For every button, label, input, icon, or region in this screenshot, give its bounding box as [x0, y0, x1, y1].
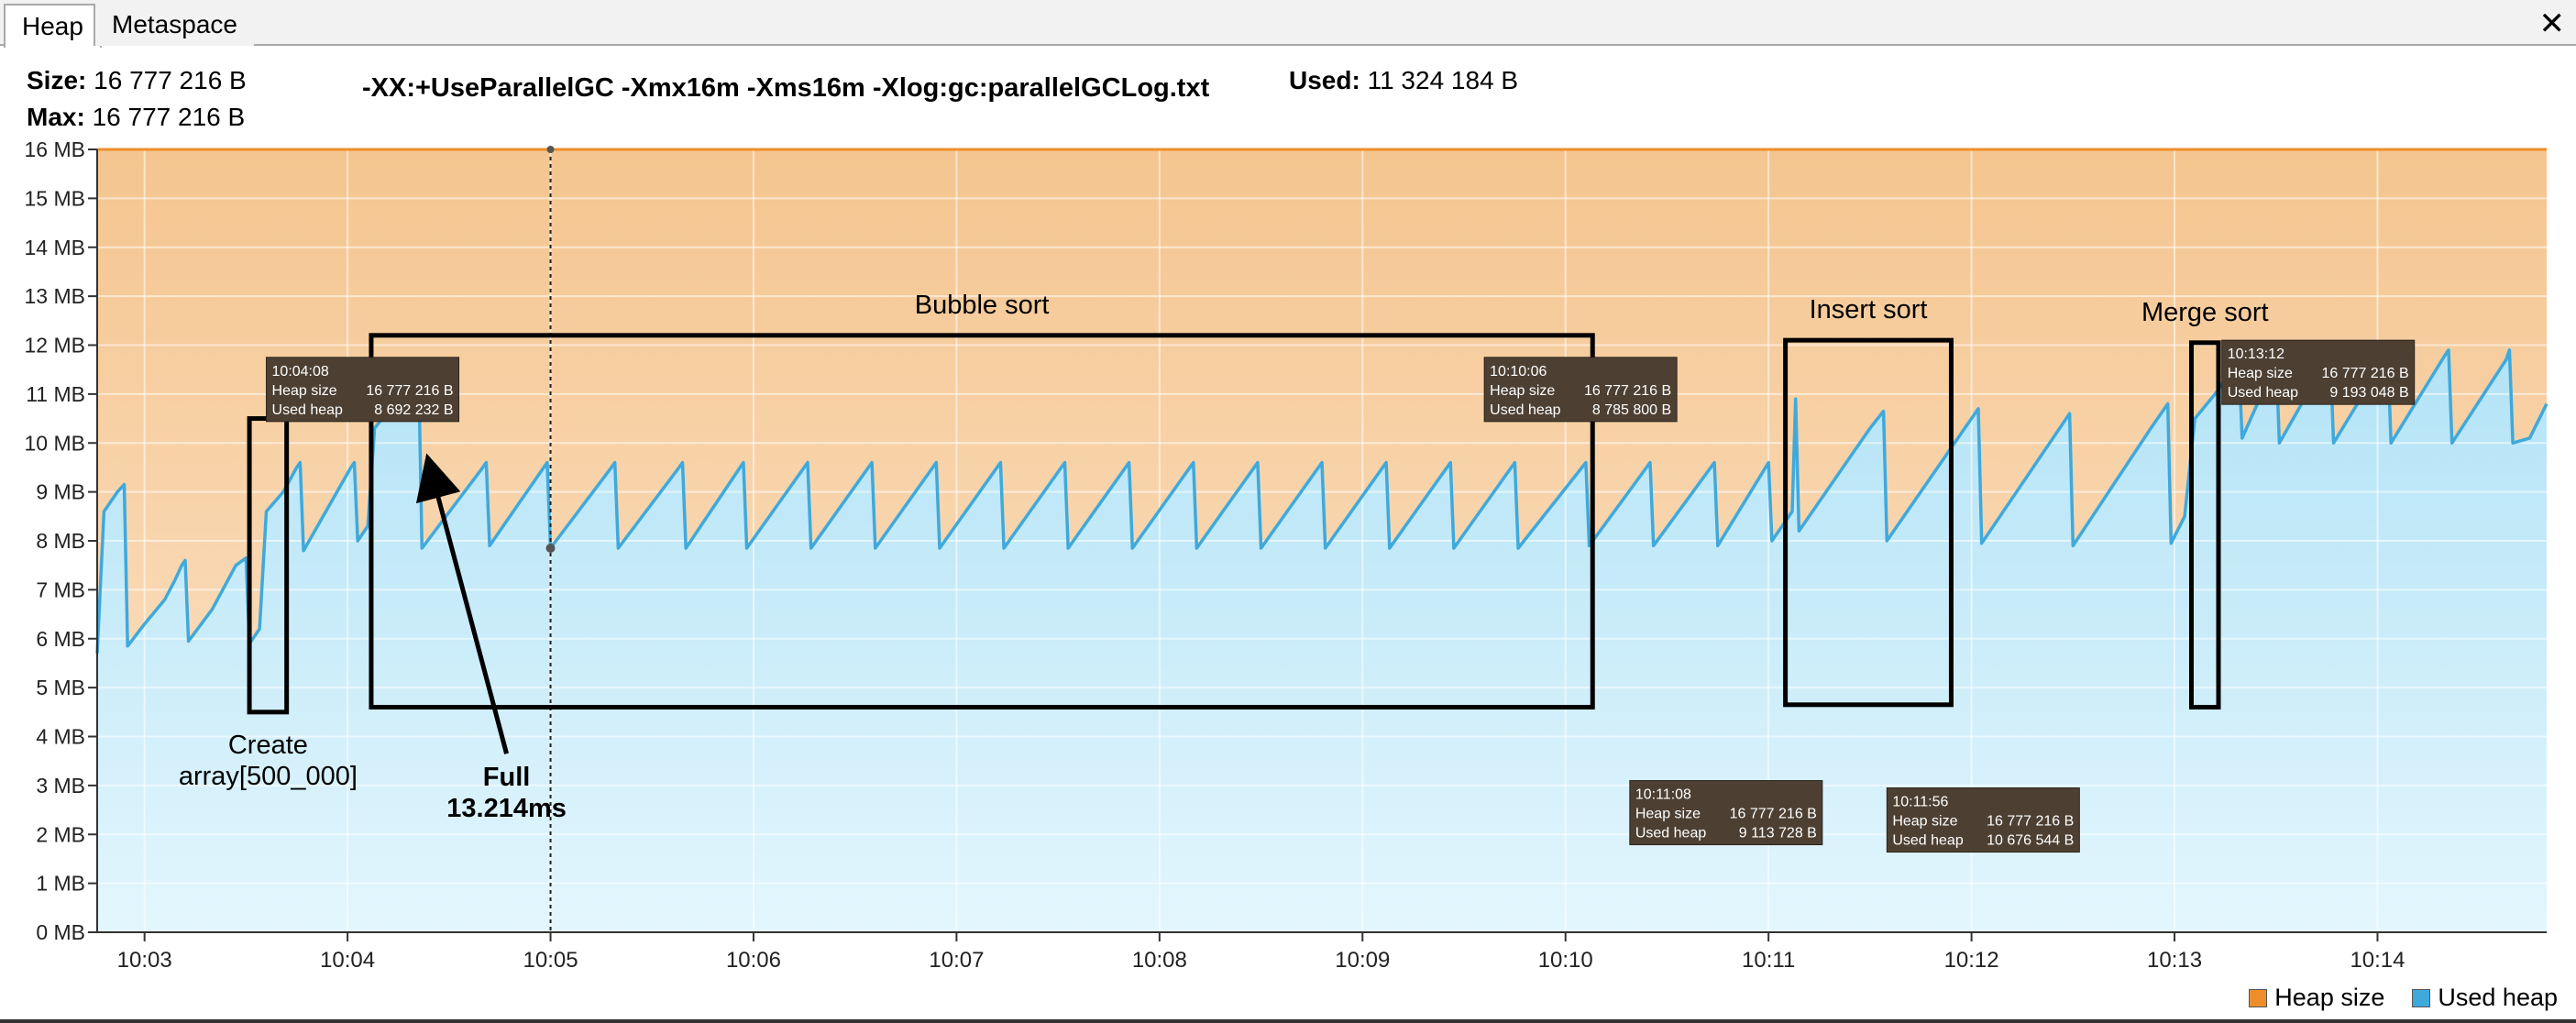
x-tick-label: 10:12	[1944, 948, 1999, 972]
x-tick-label: 10:10	[1538, 948, 1593, 972]
legend-used-heap: Used heap	[2438, 984, 2558, 1011]
y-tick-label: 3 MB	[36, 774, 85, 798]
annotation-label: Merge sort	[2141, 298, 2269, 327]
tooltip-used-value: 8 692 232 B	[374, 402, 453, 418]
used-heap-swatch	[2412, 989, 2431, 1007]
tooltip-box	[266, 357, 460, 423]
tooltip: 10:11:56 Heap size 16 777 216 B Used heap 10…	[1886, 787, 2080, 853]
tooltip-used-value: 8 785 800 B	[1592, 402, 1671, 418]
tab-heap[interactable]: Heap	[4, 4, 102, 48]
x-tick-label: 10:05	[523, 948, 578, 972]
window-bottom-border	[0, 1019, 2576, 1023]
tooltip-box	[1886, 787, 2080, 853]
tooltip-box	[2221, 339, 2416, 405]
tooltip-box	[1629, 780, 1823, 846]
x-tick-label: 10:14	[2350, 948, 2405, 972]
size-label: Size:	[27, 66, 87, 94]
chart-legend: Heap size Used heap	[2249, 984, 2558, 1012]
tooltip-heap-label: Heap size	[272, 383, 337, 399]
annotation-arrow	[415, 453, 509, 754]
y-tick-label: 0 MB	[36, 920, 85, 944]
tooltip-used-label: Used heap	[272, 402, 343, 418]
annotation-label: array[500_000]	[179, 762, 358, 791]
tooltip-heap-value: 16 777 216 B	[366, 383, 453, 399]
heap-chart[interactable]: 0 MB 1 MB 2 MB 3 MB 4 MB 5 MB 6 MB 7 MB 8 MB 9 MB…	[0, 0, 2576, 972]
tooltip-time: 10:13:12	[2228, 346, 2284, 362]
close-icon[interactable]: ✕	[2538, 6, 2566, 41]
max-label: Max:	[27, 103, 85, 131]
used-label: Used:	[1289, 66, 1360, 94]
jvm-args: -XX:+UseParallelGC -Xmx16m -Xms16m -Xlog…	[362, 73, 1210, 103]
tooltip-time: 10:11:56	[1892, 795, 1948, 810]
x-tick-label: 10:09	[1335, 948, 1390, 972]
used-value: 11 324 184 B	[1367, 66, 1519, 94]
tooltip-used-label: Used heap	[1635, 826, 1706, 842]
annotation-label: 13.214ms	[446, 794, 567, 823]
tooltip: 10:13:12 Heap size 16 777 216 B Used heap 9 …	[2221, 339, 2416, 405]
max-info: Max: 16 777 216 B	[27, 103, 245, 132]
x-tick-label: 10:11	[1742, 948, 1795, 972]
size-info: Size: 16 777 216 B	[27, 66, 247, 95]
x-tick-label: 10:06	[726, 948, 781, 972]
y-tick-label: 1 MB	[36, 872, 85, 896]
x-tick-label: 10:04	[320, 948, 375, 972]
y-tick-label: 16 MB	[25, 138, 85, 161]
x-tick-label: 10:13	[2147, 948, 2202, 972]
legend-heap-size: Heap size	[2274, 984, 2385, 1011]
y-tick-label: 13 MB	[25, 284, 85, 308]
tooltip-box	[1483, 357, 1678, 423]
tooltip-time: 10:04:08	[272, 364, 329, 380]
tooltip-heap-value: 16 777 216 B	[2321, 366, 2408, 381]
y-tick-label: 8 MB	[36, 529, 85, 553]
tooltip-heap-value: 16 777 216 B	[1730, 807, 1817, 822]
tooltip-heap-label: Heap size	[1892, 814, 1957, 830]
tooltip-time: 10:10:06	[1490, 364, 1547, 380]
y-tick-label: 9 MB	[36, 480, 85, 504]
tab-bar: Heap Metaspace ✕	[0, 0, 2576, 48]
tooltip-heap-label: Heap size	[1490, 383, 1555, 399]
annotation-label: Bubble sort	[915, 291, 1050, 320]
tab-metaspace[interactable]: Metaspace	[94, 4, 254, 46]
y-tick-label: 2 MB	[36, 822, 85, 846]
annotation-label: Create	[228, 731, 308, 760]
tooltip-time: 10:11:08	[1635, 787, 1691, 803]
tooltip-heap-value: 16 777 216 B	[1987, 814, 2074, 830]
tooltip-heap-value: 16 777 216 B	[1584, 383, 1671, 399]
y-tick-label: 5 MB	[36, 676, 85, 699]
x-tick-label: 10:03	[117, 948, 172, 972]
x-tick-label: 10:07	[929, 948, 984, 972]
annotation-box	[1783, 337, 1954, 708]
cursor-used-point	[545, 544, 556, 554]
tooltip: 10:04:08 Heap size 16 777 216 B Used heap 8 …	[266, 357, 460, 423]
tooltip-used-label: Used heap	[2228, 385, 2298, 401]
max-value: 16 777 216 B	[92, 103, 246, 131]
y-tick-label: 12 MB	[25, 334, 85, 358]
annotation-box	[369, 333, 1595, 710]
y-tick-label: 14 MB	[25, 236, 85, 259]
annotation-box	[2188, 340, 2221, 710]
y-tick-label: 7 MB	[36, 578, 85, 601]
y-tick-label: 6 MB	[36, 627, 85, 651]
used-heap-area	[97, 349, 2547, 932]
size-value: 16 777 216 B	[94, 66, 247, 94]
tooltip-heap-label: Heap size	[1635, 807, 1701, 822]
tooltip-heap-label: Heap size	[2228, 366, 2293, 381]
y-tick-label: 10 MB	[25, 431, 85, 455]
used-info: Used: 11 324 184 B	[1289, 66, 1518, 95]
tooltip: 10:11:08 Heap size 16 777 216 B Used heap 9 …	[1629, 780, 1823, 846]
cursor-heap-point	[546, 146, 555, 153]
y-tick-label: 11 MB	[26, 382, 85, 406]
y-tick-label: 15 MB	[25, 186, 85, 210]
annotation-label: Insert sort	[1810, 295, 1928, 324]
tooltip-used-label: Used heap	[1892, 833, 1963, 849]
tooltip-used-label: Used heap	[1490, 402, 1560, 418]
x-tick-label: 10:08	[1132, 948, 1187, 972]
tooltip: 10:10:06 Heap size 16 777 216 B Used heap 8 …	[1483, 357, 1678, 423]
tooltip-used-value: 9 113 728 B	[1739, 826, 1817, 842]
tooltip-used-value: 10 676 544 B	[1987, 833, 2074, 849]
tooltip-used-value: 9 193 048 B	[2329, 385, 2408, 401]
y-tick-label: 4 MB	[36, 725, 85, 749]
annotation-label: Full	[483, 763, 531, 792]
heap-size-swatch	[2249, 989, 2268, 1007]
